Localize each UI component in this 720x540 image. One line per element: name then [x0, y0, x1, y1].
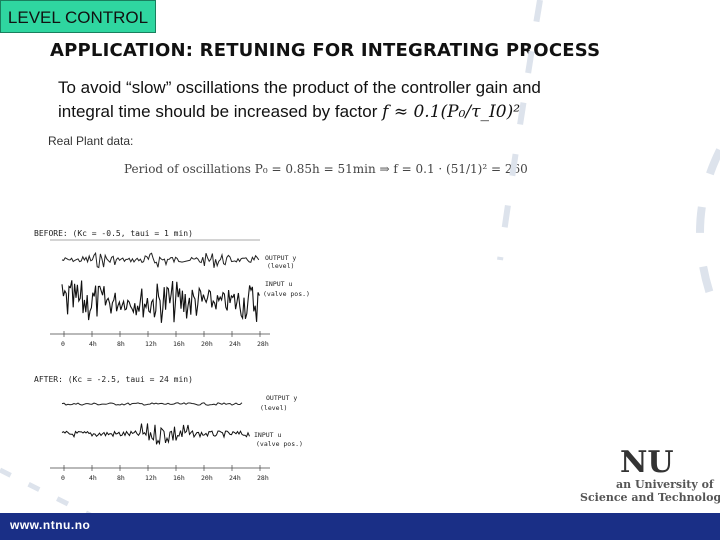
time-tick-label: 20h — [201, 474, 213, 482]
footer-url[interactable]: www.ntnu.no — [10, 518, 91, 532]
arc-2 — [696, 148, 720, 322]
footer-bar: www.ntnu.no — [0, 513, 720, 540]
output-label-2: OUTPUT y — [266, 394, 297, 402]
period-equation: Period of oscillations P₀ = 0.85h = 51mi… — [124, 162, 528, 176]
university-logo: NU an University of Science and Technolo… — [580, 445, 720, 505]
time-tick-label: 4h — [89, 340, 97, 348]
time-tick-label: 28h — [257, 474, 269, 482]
arc-1 — [497, 0, 543, 261]
input-sub-2: (valve pos.) — [256, 440, 303, 448]
after-time-ticks: 0 4h 8h 12h 16h 20h 24h 28h — [61, 465, 269, 482]
time-tick-label: 28h — [257, 340, 269, 348]
input-label-2: INPUT u — [254, 431, 281, 439]
logo-line-a: an University of — [616, 478, 714, 491]
before-input-trace — [61, 280, 260, 323]
time-tick-label: 0 — [61, 340, 65, 348]
output-label-1: OUTPUT y — [265, 254, 296, 262]
slide-title: APPLICATION: RETUNING FOR INTEGRATING PR… — [50, 40, 601, 61]
factor-formula: f ≈ 0.1(P₀/τ_I0)². — [382, 102, 526, 122]
before-time-ticks: 0 4h 8h 12h 16h 20h 24h 28h — [61, 331, 269, 348]
logo-line-b: Science and Technology — [580, 491, 720, 504]
logo-mark: NU — [620, 445, 674, 480]
body-text-line-1: To avoid “slow” oscillations the product… — [58, 78, 541, 97]
output-sub-2: (level) — [260, 404, 287, 412]
time-tick-label: 8h — [117, 474, 125, 482]
body-text-line-2: integral time should be increased by fac… — [58, 102, 525, 122]
trend-recording-scan: BEFORE: (Kc = -0.5, taui = 1 min) OUTPUT… — [34, 229, 310, 482]
time-tick-label: 12h — [145, 340, 157, 348]
time-tick-label: 12h — [145, 474, 157, 482]
output-sub-1: (level) — [267, 262, 294, 270]
after-output-trace — [61, 402, 243, 406]
after-label: AFTER: (Kc = -2.5, taui = 24 min) — [34, 375, 193, 384]
section-tag: LEVEL CONTROL — [0, 0, 156, 33]
time-tick-label: 4h — [89, 474, 97, 482]
time-tick-label: 0 — [61, 474, 65, 482]
time-tick-label: 24h — [229, 474, 241, 482]
time-tick-label: 16h — [173, 340, 185, 348]
before-output-trace — [61, 251, 260, 269]
plant-data-label: Real Plant data: — [48, 134, 134, 148]
input-sub-1: (valve pos.) — [263, 290, 310, 298]
after-input-trace — [61, 423, 250, 446]
time-tick-label: 24h — [229, 340, 241, 348]
time-tick-label: 16h — [173, 474, 185, 482]
before-label: BEFORE: (Kc = -0.5, taui = 1 min) — [34, 229, 193, 238]
input-label-1: INPUT u — [265, 280, 292, 288]
time-tick-label: 8h — [117, 340, 125, 348]
time-tick-label: 20h — [201, 340, 213, 348]
body-text-line-2-prefix: integral time should be increased by fac… — [58, 102, 378, 121]
